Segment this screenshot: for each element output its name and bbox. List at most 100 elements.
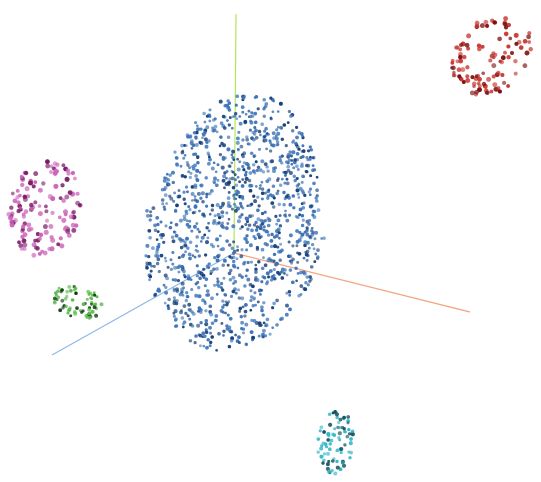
point-center: [179, 164, 183, 168]
point-center: [308, 204, 313, 209]
point-center: [175, 287, 179, 292]
point-center: [284, 209, 287, 213]
point-bottom-cyan: [345, 434, 350, 439]
point-bottom-cyan: [347, 427, 351, 432]
point-top-right: [491, 63, 497, 69]
point-center: [229, 294, 234, 298]
point-left-magenta: [23, 170, 29, 176]
point-center: [173, 230, 177, 235]
point-left-magenta: [64, 176, 70, 182]
point-center: [217, 215, 222, 220]
point-left-magenta: [75, 191, 80, 196]
point-center: [269, 117, 273, 121]
point-center: [305, 155, 309, 160]
point-center: [260, 247, 265, 252]
point-center: [282, 203, 286, 207]
point-center: [238, 121, 243, 126]
point-center: [275, 323, 279, 327]
point-center: [288, 171, 293, 175]
point-top-right: [506, 84, 511, 88]
point-top-right: [488, 58, 493, 63]
point-center: [260, 159, 265, 164]
point-center: [185, 236, 189, 241]
point-center: [245, 240, 249, 244]
point-center: [288, 150, 292, 154]
point-center: [278, 224, 283, 228]
point-center: [316, 248, 320, 252]
point-center: [267, 218, 272, 223]
point-center: [315, 188, 319, 193]
point-center: [164, 285, 168, 290]
point-center: [253, 236, 257, 241]
point-center: [248, 171, 253, 175]
point-center: [193, 341, 197, 345]
point-center: [239, 144, 244, 149]
point-center: [295, 244, 299, 248]
point-center: [258, 225, 262, 229]
point-center: [315, 175, 319, 179]
point-center: [160, 198, 165, 202]
point-center: [240, 320, 245, 325]
point-center: [197, 285, 201, 290]
point-center: [160, 233, 165, 237]
point-center: [264, 126, 268, 131]
point-bottom-cyan: [316, 437, 321, 441]
point-center: [230, 176, 235, 181]
point-center: [227, 190, 231, 194]
point-center: [263, 162, 268, 166]
point-center: [278, 236, 281, 240]
point-left-magenta: [57, 215, 62, 220]
point-left-green: [70, 298, 75, 302]
point-center: [240, 195, 245, 199]
point-bottom-cyan: [342, 415, 346, 420]
point-center: [153, 228, 158, 233]
point-left-green: [57, 286, 61, 290]
point-center: [185, 160, 189, 165]
point-center: [171, 251, 175, 254]
point-center: [311, 209, 316, 214]
point-center: [205, 240, 209, 245]
point-center: [312, 247, 316, 251]
point-center: [203, 131, 207, 135]
point-center: [305, 258, 309, 262]
point-center: [285, 291, 289, 295]
point-center: [163, 193, 168, 197]
point-center: [221, 156, 226, 161]
point-center: [298, 213, 302, 217]
point-center: [313, 260, 317, 264]
point-center: [312, 181, 316, 186]
point-left-magenta: [70, 222, 76, 228]
point-center: [275, 222, 278, 226]
point-center: [257, 334, 261, 338]
point-center: [308, 218, 312, 223]
point-center: [270, 201, 275, 205]
point-center: [243, 314, 247, 318]
point-center: [259, 133, 262, 137]
point-left-magenta: [67, 190, 73, 196]
point-center: [236, 248, 239, 252]
point-center: [268, 149, 273, 153]
point-bottom-cyan: [342, 427, 346, 431]
point-center: [198, 141, 202, 144]
point-left-green: [53, 300, 56, 304]
point-center: [166, 304, 170, 308]
point-left-magenta: [50, 237, 56, 243]
point-center: [156, 222, 160, 227]
point-center: [196, 249, 200, 253]
point-center: [254, 267, 258, 272]
point-center: [248, 183, 253, 188]
point-center: [308, 187, 313, 191]
point-center: [236, 335, 241, 340]
point-center: [149, 214, 153, 218]
point-center: [268, 139, 272, 143]
point-center: [168, 225, 173, 230]
point-center: [300, 223, 305, 228]
point-left-green: [73, 310, 77, 314]
point-center: [164, 176, 168, 180]
point-center: [212, 267, 216, 271]
point-center: [236, 219, 241, 224]
point-center: [201, 136, 204, 140]
point-center: [221, 263, 225, 268]
